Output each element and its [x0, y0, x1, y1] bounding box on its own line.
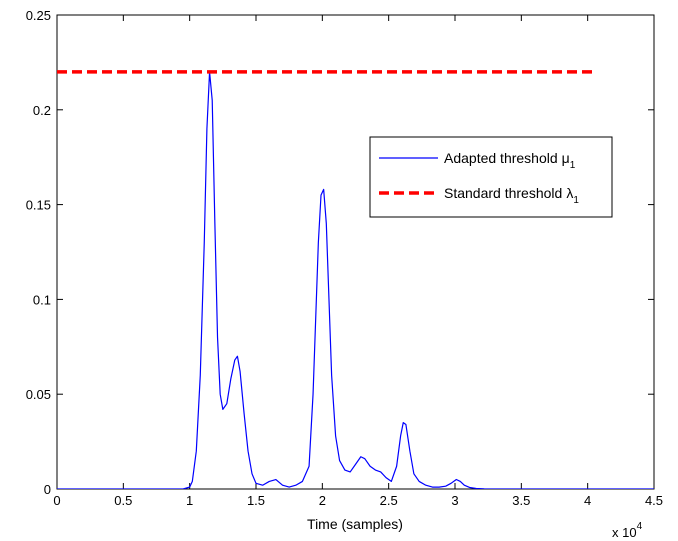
y-tick-label: 0.15: [26, 198, 51, 213]
x-tick-labels: 0 0.5 1 1.5 2 2.5 3 3.5 4 4.5: [53, 493, 663, 508]
x-tick-label: 4.5: [645, 493, 663, 508]
y-tick-label: 0.2: [33, 103, 51, 118]
x-tick-label: 0: [53, 493, 60, 508]
axis-ticks: [56, 14, 655, 490]
x-axis-multiplier: x 104: [612, 521, 643, 540]
x-tick-label: 2.5: [380, 493, 398, 508]
y-tick-label: 0: [44, 482, 51, 497]
x-tick-label: 3.5: [512, 493, 530, 508]
y-tick-label: 0.1: [33, 292, 51, 307]
legend-box: [369, 136, 613, 218]
series-layer: [57, 70, 654, 489]
y-tick-label: 0.05: [26, 387, 51, 402]
series-line-adapted-threshold: [57, 71, 654, 489]
x-tick-label: 2: [319, 493, 326, 508]
x-tick-label: 0.5: [114, 493, 132, 508]
legend-label-standard: Standard threshold λ1: [444, 185, 579, 206]
y-tick-label: 0.25: [26, 8, 51, 23]
x-tick-label: 1: [186, 493, 193, 508]
x-tick-label: 3: [451, 493, 458, 508]
x-axis-label: Time (samples): [307, 516, 403, 532]
y-tick-labels: 0 0.05 0.1 0.15 0.2 0.25: [26, 8, 51, 497]
legend: Adapted threshold μ1 Standard threshold λ1: [369, 136, 613, 218]
plot-area: [56, 14, 655, 490]
x-tick-label: 4: [584, 493, 591, 508]
legend-label-adapted: Adapted threshold μ1: [444, 150, 576, 171]
x-tick-label: 1.5: [247, 493, 265, 508]
